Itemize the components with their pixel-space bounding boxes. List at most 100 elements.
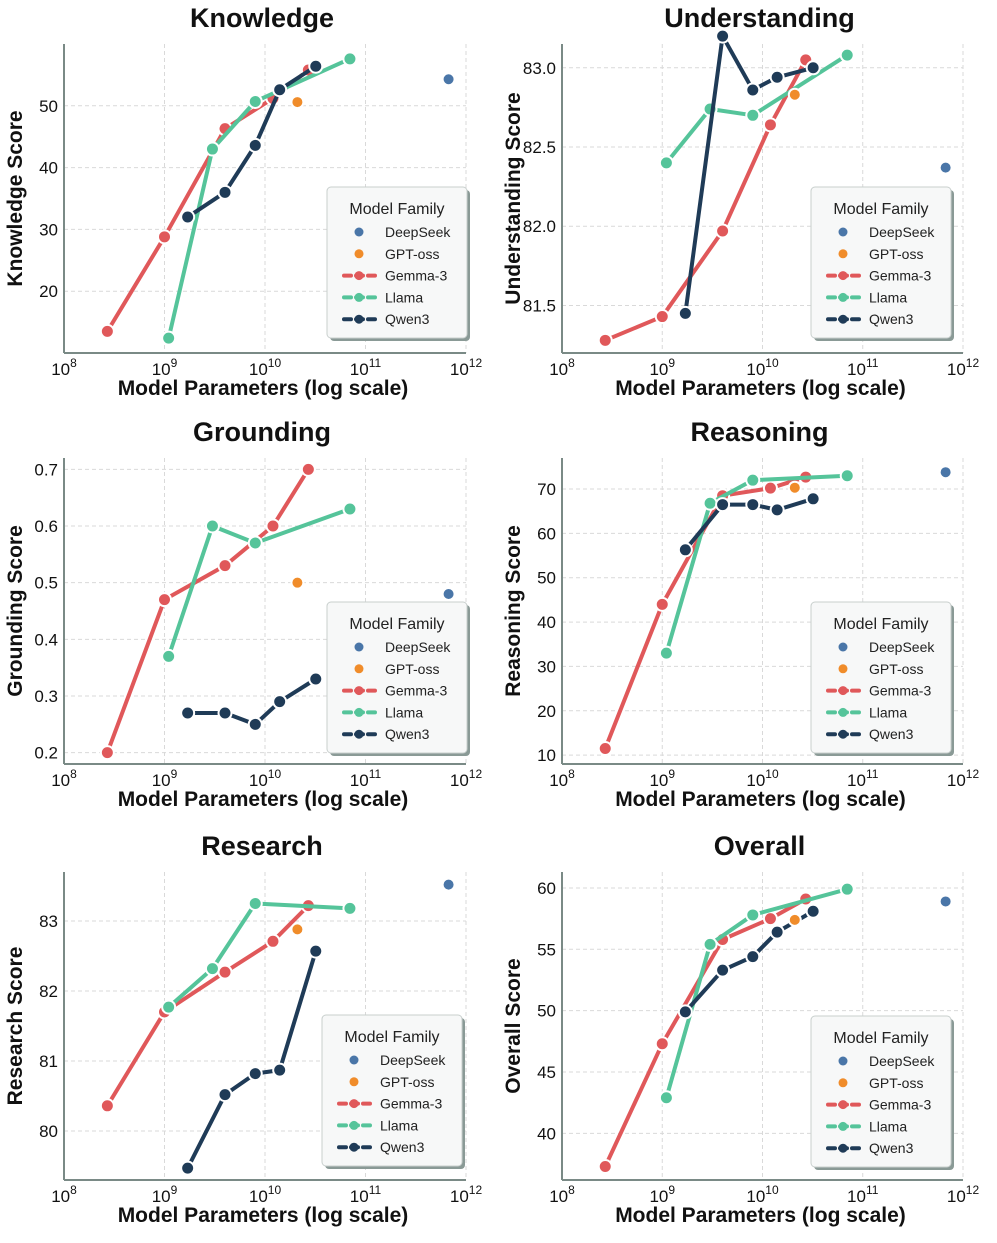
legend-marker xyxy=(838,707,848,717)
data-point xyxy=(677,305,693,321)
x-tick-label: 1012 xyxy=(947,1183,980,1206)
legend-label: GPT-oss xyxy=(869,1075,923,1091)
legend-marker xyxy=(354,314,364,324)
data-point xyxy=(308,58,324,74)
x-axis-label: Model Parameters (log scale) xyxy=(118,377,409,400)
data-point xyxy=(745,472,761,488)
chart-title: Understanding xyxy=(664,3,855,33)
legend-label: DeepSeek xyxy=(869,639,935,655)
series-gemma-3 xyxy=(99,62,316,339)
data-point xyxy=(247,1066,263,1082)
series-gpt-oss xyxy=(290,575,305,590)
legend-marker xyxy=(349,1077,359,1087)
data-point xyxy=(342,900,358,916)
y-tick-label: 0.3 xyxy=(34,687,58,706)
legend-label: GPT-oss xyxy=(869,661,923,677)
series-llama xyxy=(658,47,855,171)
x-tick-label: 109 xyxy=(152,356,178,379)
data-point xyxy=(272,82,288,98)
data-point xyxy=(161,330,177,346)
series-qwen3 xyxy=(180,943,324,1176)
legend-marker xyxy=(838,314,848,324)
series-deepseek xyxy=(938,894,953,909)
series-line xyxy=(664,887,850,1100)
x-tick-label: 108 xyxy=(51,767,77,790)
y-tick-label: 20 xyxy=(537,702,556,721)
series-line xyxy=(185,677,318,727)
x-tick-label: 1010 xyxy=(249,1183,282,1206)
legend-marker xyxy=(838,1100,848,1110)
legend-marker xyxy=(838,249,848,259)
series-llama xyxy=(161,896,358,1015)
y-tick-label: 60 xyxy=(537,524,556,543)
data-point xyxy=(247,896,263,911)
data-point xyxy=(247,535,263,551)
x-tick-label: 1012 xyxy=(450,767,483,790)
legend-marker xyxy=(354,249,364,259)
series-deepseek xyxy=(938,465,953,480)
x-tick-label: 108 xyxy=(51,356,77,379)
series-line xyxy=(105,67,311,334)
legend-item-deepseek: DeepSeek xyxy=(354,224,451,240)
legend: Model Family DeepSeek GPT-oss Gemma-3 Llama Q… xyxy=(321,1014,465,1169)
data-point xyxy=(247,716,263,732)
legend-marker xyxy=(838,227,848,237)
legend-label: Qwen3 xyxy=(385,726,430,742)
data-point xyxy=(441,877,456,892)
series-deepseek xyxy=(441,877,456,892)
legend-label: Qwen3 xyxy=(869,1140,914,1156)
data-point xyxy=(272,694,288,710)
legend-title: Model Family xyxy=(833,201,928,218)
data-point xyxy=(654,1036,670,1052)
legend-label: Qwen3 xyxy=(385,311,430,327)
x-tick-label: 1010 xyxy=(249,767,282,790)
data-point xyxy=(715,28,731,44)
legend-label: GPT-oss xyxy=(385,246,439,262)
data-point xyxy=(204,961,220,977)
data-point xyxy=(654,596,670,612)
data-point xyxy=(715,962,731,978)
data-point xyxy=(745,907,761,923)
data-point xyxy=(839,47,855,63)
y-tick-label: 30 xyxy=(39,220,58,239)
chart-title: Grounding xyxy=(193,417,331,447)
series-line xyxy=(105,467,311,755)
legend-item-gpt-oss: GPT-oss xyxy=(349,1074,434,1090)
series-line xyxy=(166,507,352,659)
subplot-understanding: 108 109 1010 1011 1012 81.5 82.0 82.5 83.0 Unders… xyxy=(502,3,979,400)
data-point xyxy=(157,592,172,608)
legend-marker xyxy=(354,664,364,674)
legend-label: GPT-oss xyxy=(385,661,439,677)
data-point xyxy=(180,209,196,225)
legend-label: Qwen3 xyxy=(869,311,914,327)
y-tick-label: 82.5 xyxy=(523,138,556,157)
legend-label: Llama xyxy=(380,1117,418,1133)
legend-label: DeepSeek xyxy=(869,1053,935,1069)
data-point xyxy=(762,117,778,133)
series-deepseek xyxy=(441,587,456,601)
x-axis-label: Model Parameters (log scale) xyxy=(615,1204,906,1227)
x-tick-label: 1010 xyxy=(746,356,779,379)
series-llama xyxy=(161,501,358,664)
data-point xyxy=(658,1090,674,1106)
data-point xyxy=(290,95,305,110)
data-point xyxy=(745,497,761,513)
series-gemma-3 xyxy=(99,898,316,1114)
data-point xyxy=(745,949,761,965)
y-tick-label: 30 xyxy=(537,657,556,676)
legend-item-deepseek: DeepSeek xyxy=(838,224,935,240)
y-tick-label: 50 xyxy=(39,97,58,116)
legend-title: Model Family xyxy=(349,201,444,218)
y-tick-label: 81 xyxy=(39,1052,58,1071)
series-gemma-3 xyxy=(597,52,814,348)
x-tick-label: 1010 xyxy=(746,1183,779,1206)
x-tick-label: 1012 xyxy=(947,356,980,379)
y-tick-label: 50 xyxy=(537,569,556,588)
data-point xyxy=(99,323,115,339)
data-point xyxy=(677,1004,693,1020)
legend-label: DeepSeek xyxy=(385,639,451,655)
series-gpt-oss xyxy=(787,480,802,495)
legend-marker xyxy=(349,1055,359,1065)
legend-marker xyxy=(354,292,364,302)
legend-marker xyxy=(838,729,848,739)
